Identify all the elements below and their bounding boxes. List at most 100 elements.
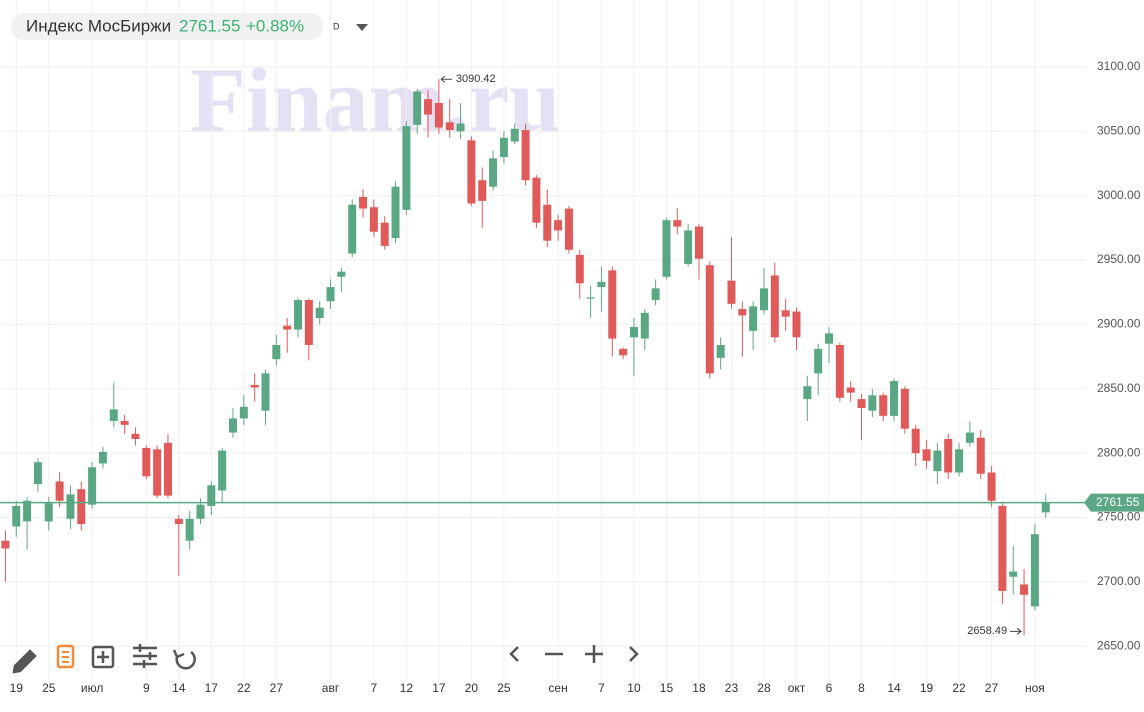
candle-body <box>456 123 465 132</box>
settings-icon[interactable] <box>133 644 157 668</box>
x-tick-label: 7 <box>371 681 378 695</box>
candle-body <box>315 307 324 318</box>
x-tick-label: 14 <box>887 681 901 695</box>
candle-body <box>478 180 487 201</box>
scroll-left[interactable] <box>509 646 519 662</box>
x-tick-label: 8 <box>858 681 865 695</box>
candle-body <box>66 494 75 519</box>
candle-body <box>857 399 866 409</box>
y-tick-label: 2900.00 <box>1097 317 1141 331</box>
x-tick-label: 25 <box>42 681 56 695</box>
x-tick-label: июл <box>81 681 103 695</box>
candle-body <box>326 287 335 302</box>
candle-body <box>640 312 649 339</box>
zoom-in[interactable] <box>585 645 603 663</box>
candle-body <box>489 158 498 187</box>
candle-body <box>586 297 595 299</box>
candle-body <box>499 137 508 158</box>
chart-title: Индекс МосБиржи <box>26 16 171 35</box>
candle-body <box>976 437 985 474</box>
candle-body <box>770 275 779 338</box>
x-tick-label: 7 <box>598 681 605 695</box>
candle-body <box>727 280 736 304</box>
candle-body <box>673 220 682 227</box>
candle-body <box>12 505 21 527</box>
watermark: Finam.ru <box>190 49 561 151</box>
candle-body <box>944 438 953 473</box>
x-tick-label: 17 <box>432 681 446 695</box>
x-tick-label: 19 <box>920 681 934 695</box>
x-tick-label: 6 <box>826 681 833 695</box>
candle-body <box>629 326 638 338</box>
pencil-icon[interactable] <box>12 649 37 674</box>
candle-body <box>434 102 443 128</box>
candle-body <box>250 384 259 388</box>
y-tick-label: 2850.00 <box>1097 381 1141 395</box>
candle-body <box>933 450 942 472</box>
candle-body <box>55 481 64 501</box>
x-tick-label: сен <box>548 681 567 695</box>
x-tick-label: окт <box>788 681 806 695</box>
candle-body <box>77 489 86 524</box>
candle-body <box>163 442 172 496</box>
x-tick-label: 25 <box>497 681 511 695</box>
candle-body <box>900 388 909 429</box>
candle-body <box>23 500 32 522</box>
candle-body <box>619 348 628 356</box>
change: +0.88% <box>246 16 304 35</box>
candle-body <box>825 333 834 344</box>
candle-body <box>521 130 530 181</box>
candle-body <box>337 271 346 277</box>
candle-body <box>1020 584 1029 595</box>
candle-body <box>413 91 422 125</box>
x-tick-label: авг <box>322 681 340 695</box>
interval[interactable]: D <box>333 21 340 31</box>
candle-body <box>1009 571 1018 577</box>
candle-body <box>391 186 400 239</box>
scroll-right[interactable] <box>629 646 639 662</box>
candle-body <box>792 311 801 338</box>
y-tick-label: 3100.00 <box>1097 59 1141 73</box>
x-tick-label: 10 <box>627 681 641 695</box>
x-tick-label: 28 <box>757 681 771 695</box>
candle-body <box>759 288 768 311</box>
candle-body <box>911 428 920 454</box>
candle-body <box>705 265 714 374</box>
list-icon[interactable] <box>56 644 75 669</box>
candle-body <box>44 503 53 522</box>
x-tick-label: 22 <box>952 681 966 695</box>
candle-body <box>369 207 378 232</box>
y-tick-label: 3000.00 <box>1097 188 1141 202</box>
candle-body <box>1 540 10 549</box>
reset-icon[interactable] <box>172 649 196 670</box>
max-arrow <box>440 75 452 83</box>
candle-body <box>272 345 281 360</box>
candle-body <box>261 373 270 411</box>
add-icon[interactable] <box>91 645 115 669</box>
candle-body <box>597 281 606 288</box>
candle-body <box>359 196 368 209</box>
candle-body <box>424 99 433 115</box>
dropdown-icon[interactable] <box>356 24 368 31</box>
x-tick-label: 12 <box>400 681 414 695</box>
candle-body <box>814 348 823 374</box>
candle-body <box>142 448 151 477</box>
candle-body <box>662 220 671 277</box>
candle-body <box>1030 534 1039 607</box>
candle-body <box>738 308 747 316</box>
candle-body <box>120 420 129 425</box>
candle-body <box>890 381 899 416</box>
candle-body <box>564 208 573 250</box>
y-tick-label: 2650.00 <box>1097 638 1141 652</box>
candle-body <box>803 386 812 400</box>
candle-body <box>467 140 476 204</box>
candle-body <box>749 306 758 331</box>
candle-body <box>294 299 303 330</box>
x-tick-label: 27 <box>985 681 999 695</box>
candle-body <box>998 505 1007 591</box>
candle-body <box>965 432 974 443</box>
candle-body <box>532 177 541 223</box>
x-tick-label: 19 <box>10 681 24 695</box>
